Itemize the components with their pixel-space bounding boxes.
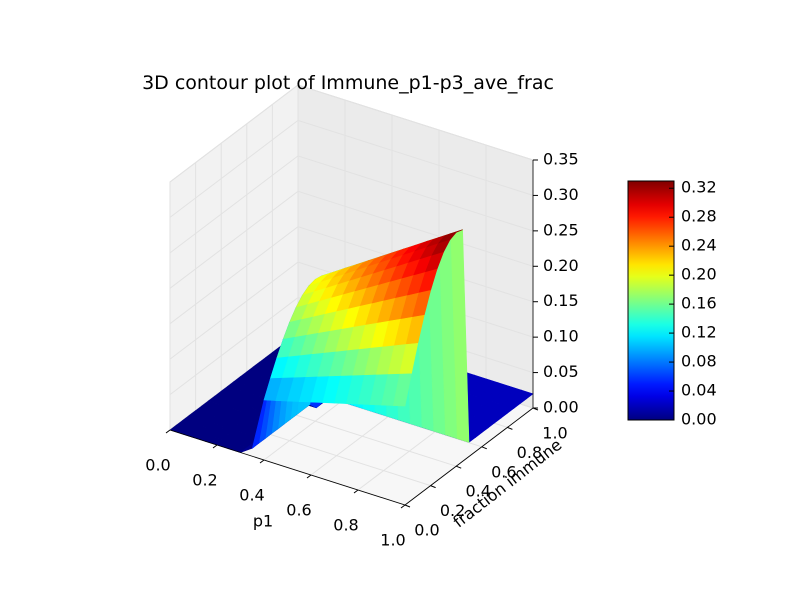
z-tick-label: 0.25 [543, 220, 579, 239]
x-tick-label: 0.8 [333, 516, 358, 535]
x-tick-label: 0.4 [239, 486, 264, 505]
x-axis-label: p1 [253, 512, 273, 531]
surface-patch [392, 373, 412, 407]
x-tick-label: 0.6 [286, 501, 311, 520]
y-tick [481, 446, 487, 450]
colorbar: 0.00 0.04 0.08 0.12 0.16 0.20 0.24 0.28 0.32 [627, 178, 717, 429]
x-tick [353, 489, 359, 494]
y-tick-label: 1.0 [542, 424, 567, 443]
y-tick-label: 0.2 [440, 501, 465, 520]
x-tick-label: 0.0 [145, 456, 170, 475]
colorbar-tick-label: 0.20 [681, 265, 717, 284]
x-tick-label: 0.2 [192, 471, 217, 490]
z-tick-label: 0.15 [543, 291, 579, 310]
x-tick [306, 474, 312, 479]
colorbar-tick-label: 0.12 [681, 323, 717, 342]
colorbar-tick-label: 0.04 [681, 381, 717, 400]
colorbar-tick-label: 0.16 [681, 294, 717, 313]
grid-line-z [169, 84, 534, 183]
colorbar-tick-label: 0.08 [681, 352, 717, 371]
x-tick [165, 429, 171, 434]
y-tick [404, 504, 411, 508]
colorbar-tick-label: 0.00 [681, 410, 717, 429]
y-axis-line [404, 407, 534, 506]
z-tick-label: 0.05 [543, 362, 579, 381]
grid-line-z [169, 155, 534, 254]
y-tick [507, 426, 513, 430]
x-tick [259, 459, 265, 464]
z-tick-label: 0.10 [543, 327, 579, 346]
y-tick-label: 0.4 [465, 482, 490, 501]
y-tick [456, 465, 462, 469]
colorbar-tick-label: 0.32 [681, 178, 717, 197]
surface [169, 229, 534, 453]
x-tick-label: 1.0 [380, 531, 405, 550]
z-tick-label: 0.35 [543, 150, 579, 169]
colorbar-tick-label: 0.28 [681, 207, 717, 226]
x-tick [212, 444, 218, 449]
y-tick-label: 0.8 [517, 443, 542, 462]
z-tick-label: 0.20 [543, 256, 579, 275]
y-tick-label: 0.0 [414, 521, 439, 540]
grid-line-z [169, 119, 534, 218]
z-tick-label: 0.00 [543, 398, 579, 417]
y-tick-label: 0.6 [491, 462, 516, 481]
chart-title: 3D contour plot of Immune_p1-p3_ave_frac [142, 72, 554, 94]
colorbar-tick-label: 0.24 [681, 236, 717, 255]
colorbar-gradient [627, 180, 675, 421]
x-axis-line [169, 429, 406, 506]
x-tick [400, 504, 406, 509]
z-tick-label: 0.30 [543, 185, 579, 204]
y-tick [430, 485, 436, 489]
